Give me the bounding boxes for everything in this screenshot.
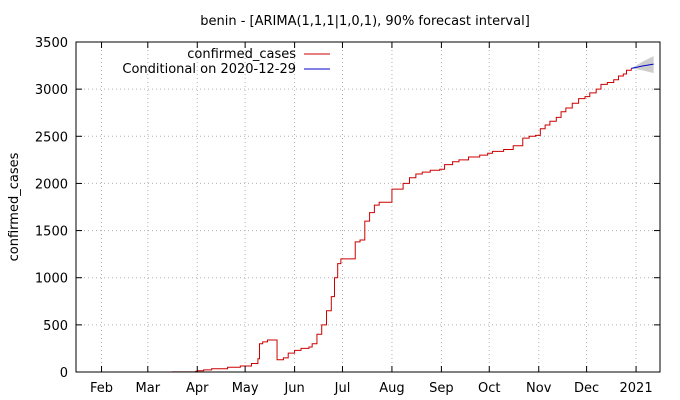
grid-lines <box>76 42 660 372</box>
x-tick-label: Nov <box>526 381 552 396</box>
series-line-conditional-on-2020-12-29 <box>631 63 654 69</box>
x-tick-label: May <box>232 381 259 396</box>
x-tick-label: Sep <box>429 381 454 396</box>
y-axis-label: confirmed_cases <box>7 152 22 261</box>
y-tick-label: 500 <box>43 319 68 334</box>
y-tick-label: 2500 <box>35 130 68 145</box>
series-line-confirmed-cases <box>171 68 632 373</box>
x-tick-label: Apr <box>186 381 209 396</box>
y-tick-label: 3000 <box>35 83 68 98</box>
x-tick-label: Jun <box>283 381 304 396</box>
y-tick-label: 3500 <box>35 36 68 51</box>
y-tick-label: 0 <box>60 366 68 381</box>
plot-frame <box>75 41 661 373</box>
x-tick-label: 2021 <box>620 381 653 396</box>
x-tick-label: Aug <box>379 381 404 396</box>
x-tick-label: Mar <box>136 381 161 396</box>
x-tick-label: Jul <box>334 381 351 396</box>
y-tick-label: 1000 <box>35 272 68 287</box>
legend-entry-label: Conditional on 2020-12-29 <box>122 62 296 77</box>
y-tick-label: 1500 <box>35 225 68 240</box>
y-tick-label: 2000 <box>35 177 68 192</box>
chart-title: benin - [ARIMA(1,1,1|1,0,1), 90% forecas… <box>200 14 530 29</box>
x-tick-label: Oct <box>478 381 500 396</box>
forecast-interval-area <box>631 56 654 74</box>
legend-entry-label: confirmed_cases <box>187 47 296 62</box>
x-axis-ticks: Feb Mar Apr May Jun Jul Aug Sep Oct Nov Dec 2021 <box>90 42 653 396</box>
x-tick-label: Feb <box>90 381 113 396</box>
series-lines <box>171 63 654 373</box>
forecast-interval-band <box>631 56 654 74</box>
x-tick-label: Dec <box>574 381 599 396</box>
y-axis-ticks: 0 500 1000 1500 2000 2500 3000 3500 <box>35 36 660 381</box>
